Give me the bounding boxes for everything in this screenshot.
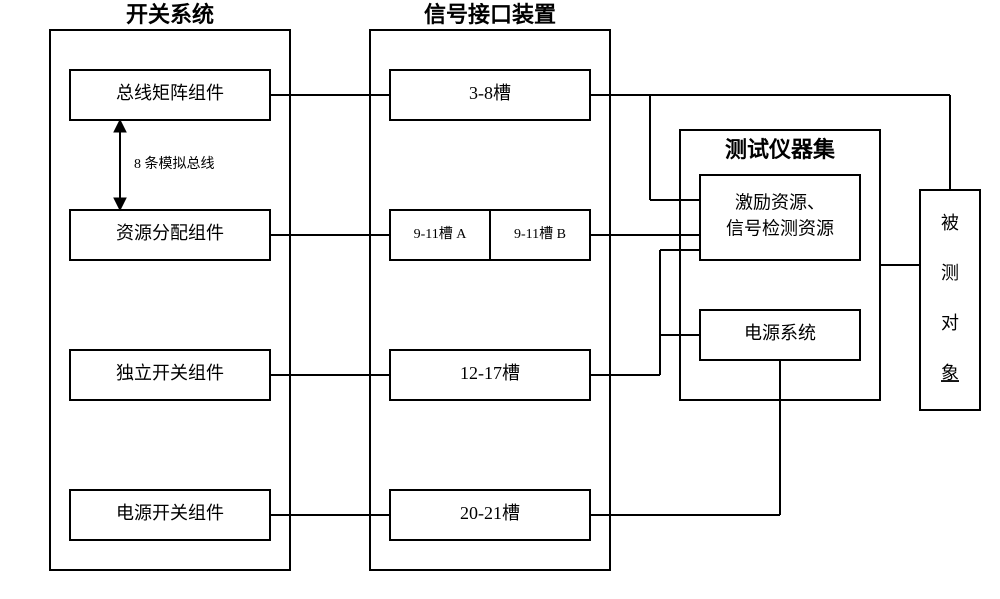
label-power_sys: 电源系统 (744, 323, 816, 343)
label-stimulus-1: 信号检测资源 (726, 219, 834, 239)
dut-char-2: 对 (941, 313, 959, 333)
signal-interface-title: 信号接口装置 (424, 2, 556, 27)
label-slot_9_11b: 9-11槽 B (514, 226, 566, 242)
label-bus_matrix: 总线矩阵组件 (116, 83, 224, 103)
label-stimulus-0: 激励资源、 (735, 193, 825, 213)
dut-char-0: 被 (941, 213, 959, 233)
node-stimulus (700, 175, 860, 260)
switch-system-title: 开关系统 (126, 2, 214, 27)
label-power_switch: 电源开关组件 (116, 503, 224, 523)
label-slot_3_8: 3-8槽 (469, 83, 511, 103)
label-slot_9_11a: 9-11槽 A (414, 226, 468, 242)
label-res_alloc: 资源分配组件 (116, 223, 224, 243)
label-indep_switch: 独立开关组件 (116, 363, 224, 383)
label-slot_12_17: 12-17槽 (460, 363, 520, 383)
dut-char-1: 测 (941, 263, 959, 283)
edge-label-8bus: 8 条模拟总线 (134, 155, 215, 172)
dut-char-3: 象 (941, 363, 959, 383)
test-instruments-title: 测试仪器集 (725, 137, 836, 162)
label-slot_20_21: 20-21槽 (460, 503, 520, 523)
